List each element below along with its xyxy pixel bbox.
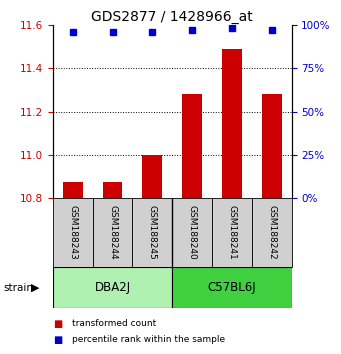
Text: GSM188240: GSM188240: [188, 205, 197, 260]
Bar: [93, 198, 132, 267]
Text: GSM188243: GSM188243: [68, 205, 77, 260]
Text: ▶: ▶: [31, 282, 39, 293]
Bar: [143, 155, 162, 198]
Text: GSM188241: GSM188241: [227, 205, 236, 260]
Text: GSM188242: GSM188242: [267, 205, 276, 260]
Text: GSM188244: GSM188244: [108, 205, 117, 260]
Text: strain: strain: [3, 282, 33, 293]
Bar: [53, 267, 172, 308]
Bar: [222, 48, 242, 198]
Bar: [212, 198, 252, 267]
Bar: [53, 198, 93, 267]
Bar: [172, 198, 212, 267]
Text: DBA2J: DBA2J: [94, 281, 131, 294]
Bar: [262, 94, 282, 198]
Text: ■: ■: [53, 335, 62, 345]
Text: GSM188245: GSM188245: [148, 205, 157, 260]
Text: percentile rank within the sample: percentile rank within the sample: [72, 335, 225, 344]
Text: transformed count: transformed count: [72, 319, 156, 329]
Text: ■: ■: [53, 319, 62, 329]
Bar: [172, 267, 292, 308]
Bar: [132, 198, 172, 267]
Bar: [252, 198, 292, 267]
Bar: [103, 182, 122, 198]
Bar: [63, 182, 83, 198]
Text: C57BL6J: C57BL6J: [208, 281, 256, 294]
Title: GDS2877 / 1428966_at: GDS2877 / 1428966_at: [91, 10, 253, 24]
Bar: [182, 94, 202, 198]
